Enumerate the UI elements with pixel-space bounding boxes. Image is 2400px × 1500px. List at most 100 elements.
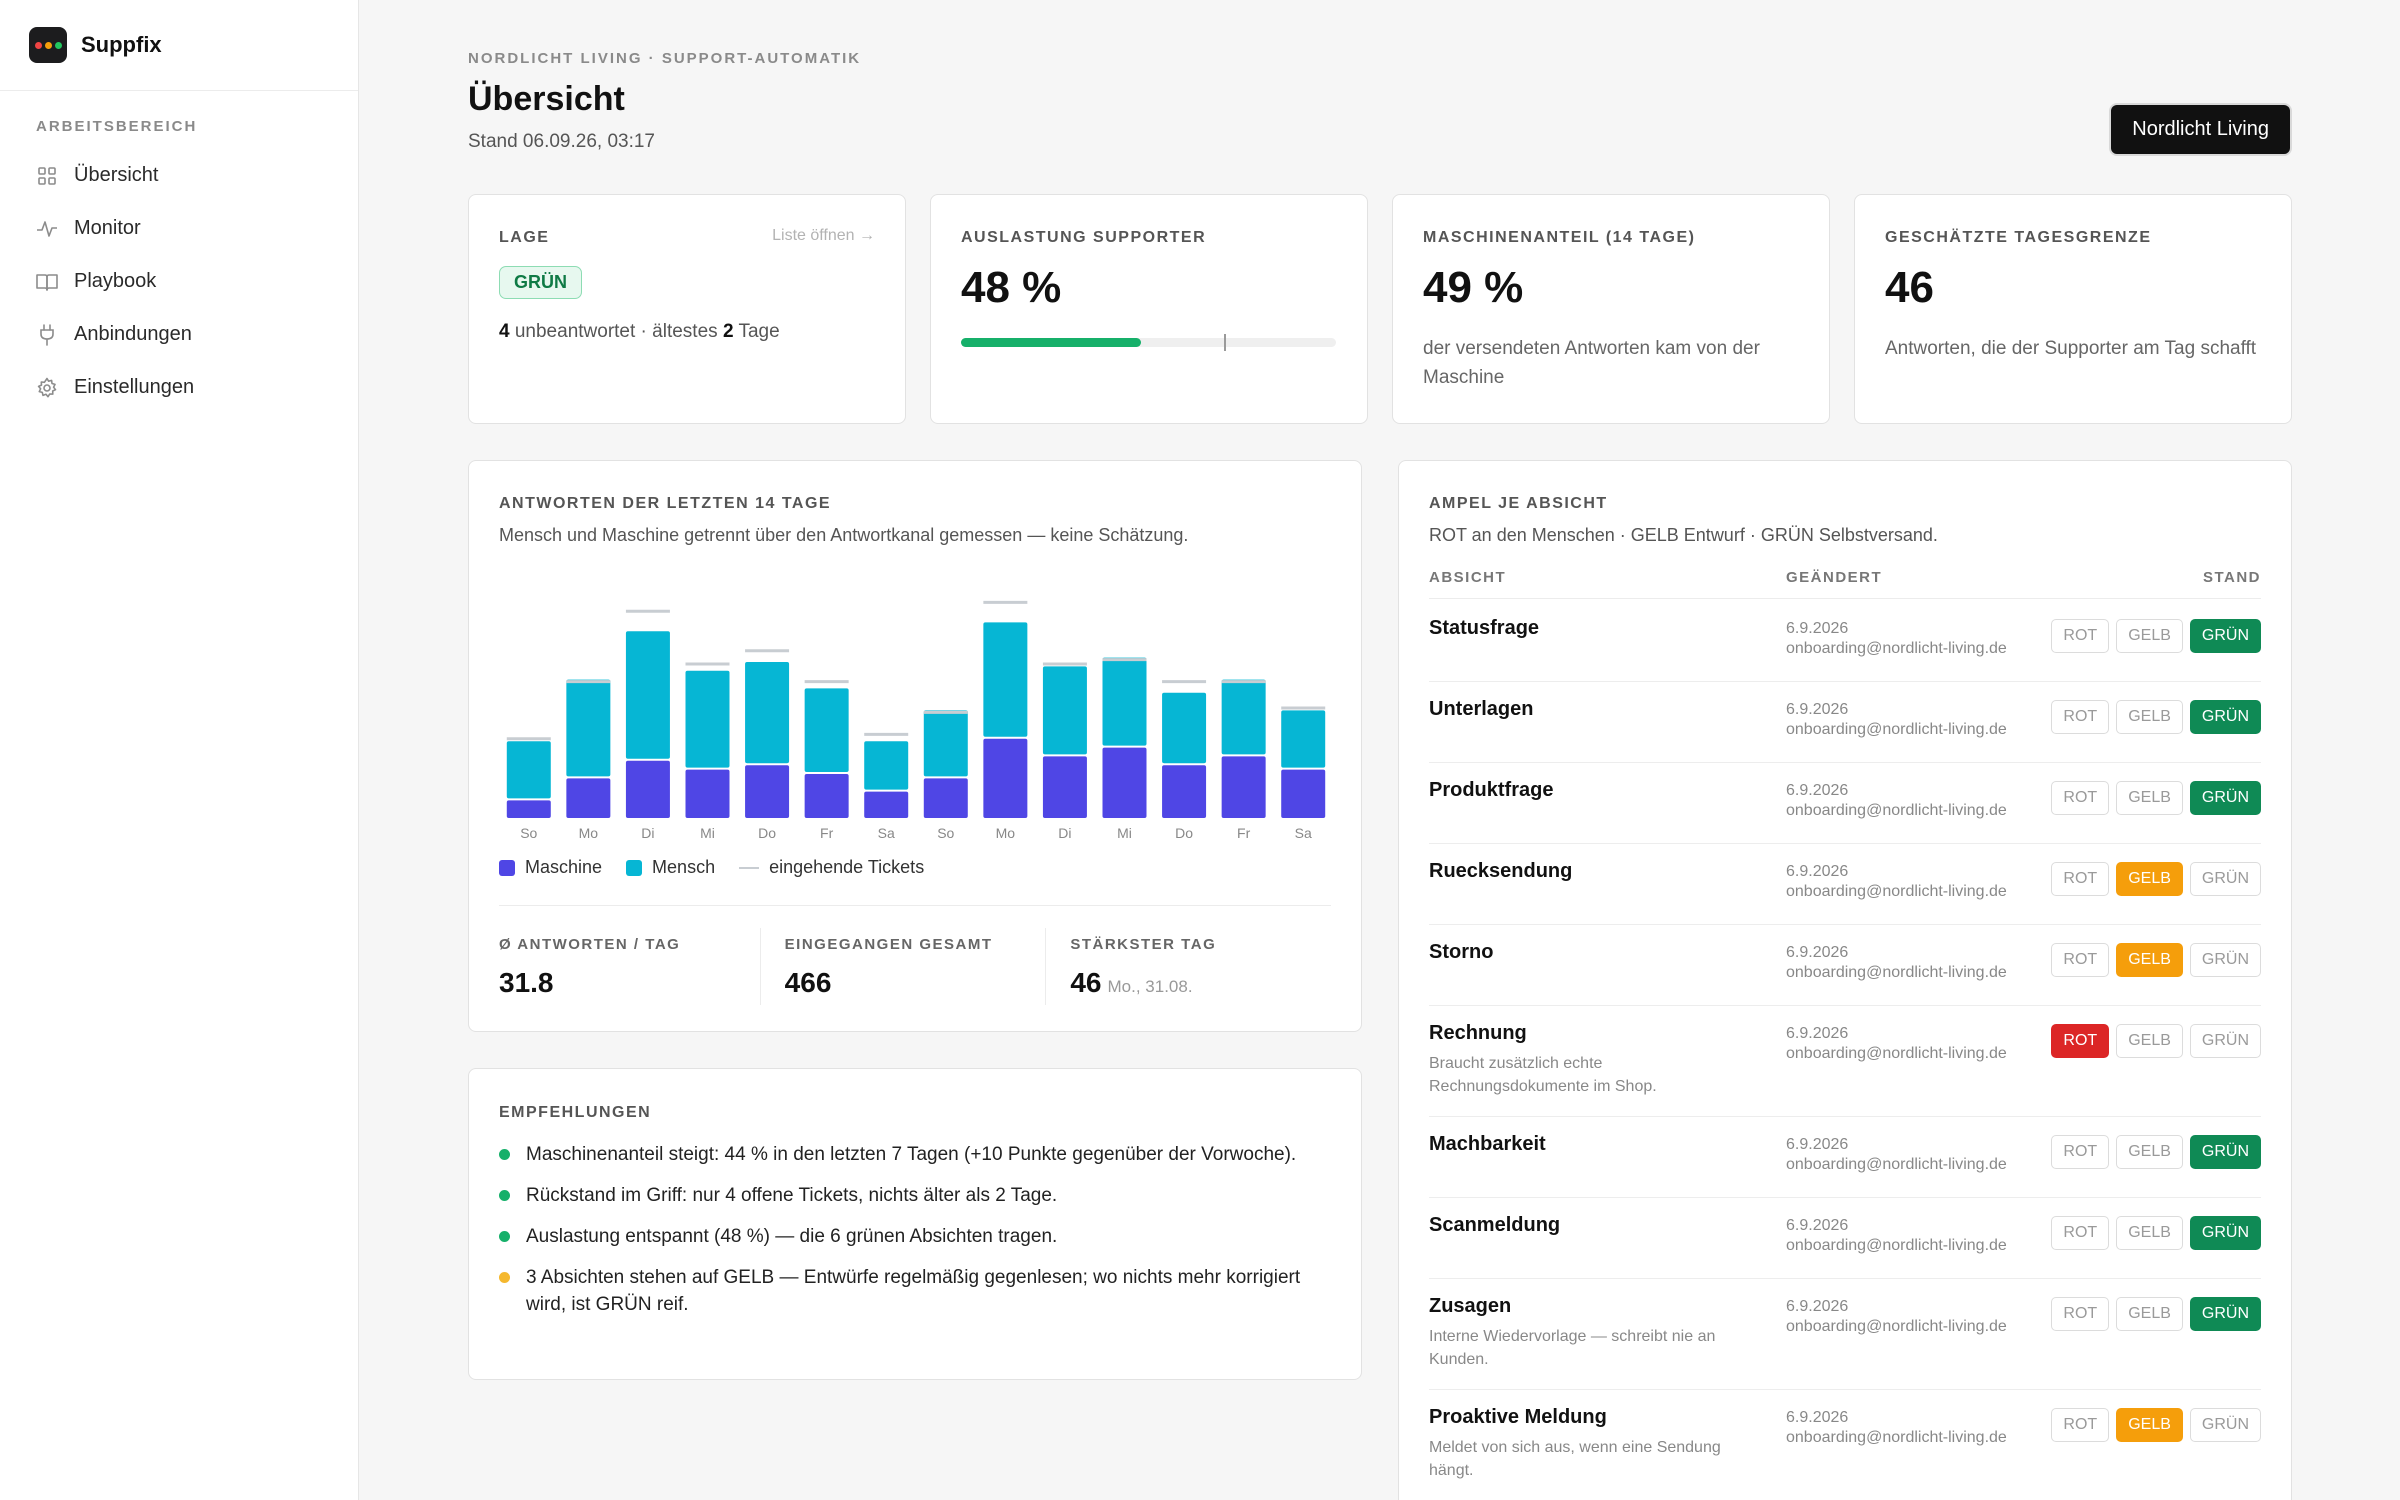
bar-machine (983, 738, 1028, 818)
changed-by: onboarding@nordlicht-living.de (1786, 640, 2007, 657)
table-row: Scanmeldung 6.9.2026 onboarding@nordlicht-… (1429, 1198, 2261, 1279)
sidebar-item-uebersicht[interactable]: Übersicht (0, 149, 358, 202)
bar-machine (804, 774, 849, 818)
state-button-rot[interactable]: ROT (2051, 1024, 2110, 1058)
table-row: Zusagen Interne Wiedervorlage — schreibt … (1429, 1279, 2261, 1390)
legend-item-incoming: eingehende Tickets (739, 857, 924, 878)
sidebar-item-playbook[interactable]: Playbook (0, 255, 358, 308)
changed-date: 6.9.2026 (1786, 782, 1849, 799)
intent-name: Proaktive Meldung (1429, 1406, 1607, 1428)
status-dot (499, 1190, 510, 1201)
x-tick-label: Mo (579, 825, 599, 841)
days-text: Tage (738, 321, 780, 342)
bar-machine (506, 800, 551, 818)
changed-by: onboarding@nordlicht-living.de (1786, 1429, 2007, 1446)
changed-date: 6.9.2026 (1786, 863, 1849, 880)
timestamp: Stand 06.09.26, 03:17 (468, 131, 655, 152)
legend-label: Maschine (525, 857, 603, 877)
intent-note: Braucht zusätzlich echte Rechnungsdokume… (1429, 1055, 1657, 1095)
sidebar-item-einstellungen[interactable]: Einstellungen (0, 361, 358, 414)
bar-human (625, 631, 670, 759)
column-header-changed: GEÄNDERT (1786, 569, 1883, 586)
answers-chart-card: ANTWORTEN DER LETZTEN 14 TAGE Mensch und… (468, 460, 1362, 1032)
brand[interactable]: Suppfix (0, 0, 358, 91)
ampel-subtitle: ROT an den Menschen · GELB Entwurf · GRÜ… (1429, 525, 1938, 545)
state-button-rot[interactable]: ROT (2051, 1408, 2110, 1442)
status-dot (499, 1149, 510, 1160)
list-item: 3 Absichten stehen auf GELB — Entwürfe r… (499, 1264, 1301, 1318)
bar-human (1281, 710, 1326, 768)
state-toggle: ROT GELB GRÜN (2051, 1408, 2261, 1442)
intent-name: Storno (1429, 941, 1494, 963)
kpi-card-maschinenanteil: MASCHINENANTEIL (14 TAGE) 49 % der verse… (1392, 194, 1830, 424)
state-button-gelb[interactable]: GELB (2116, 1216, 2183, 1250)
sidebar: Suppfix ARBEITSBEREICH Übersicht Monitor… (0, 0, 359, 1500)
changed-date: 6.9.2026 (1786, 701, 1849, 718)
table-row: Storno 6.9.2026 onboarding@nordlicht-livin… (1429, 925, 2261, 1006)
state-button-gelb[interactable]: GELB (2116, 1408, 2183, 1442)
state-button-rot[interactable]: ROT (2051, 700, 2110, 734)
state-button-gelb[interactable]: GELB (2116, 1135, 2183, 1169)
state-button-rot[interactable]: ROT (2051, 619, 2110, 653)
sidebar-item-anbindungen[interactable]: Anbindungen (0, 308, 358, 361)
state-button-gruen[interactable]: GRÜN (2189, 700, 2261, 734)
state-button-gelb[interactable]: GELB (2116, 943, 2183, 977)
kpi-value: 46 (1885, 263, 1934, 312)
changed-by: onboarding@nordlicht-living.de (1786, 721, 2007, 738)
state-button-gelb[interactable]: GELB (2116, 700, 2183, 734)
state-button-gruen[interactable]: GRÜN (2189, 862, 2261, 896)
kpi-description: Antworten, die der Supporter am Tag scha… (1885, 338, 2257, 359)
company-button[interactable]: Nordlicht Living (2111, 105, 2290, 154)
state-button-rot[interactable]: ROT (2051, 1216, 2110, 1250)
state-button-rot[interactable]: ROT (2051, 1135, 2110, 1169)
x-tick-label: Di (641, 825, 654, 841)
state-button-rot[interactable]: ROT (2051, 781, 2110, 815)
unanswered-summary: 4 unbeantwortet · ältestes 2 Tage (499, 321, 780, 343)
list-item: Maschinenanteil steigt: 44 % in den letz… (499, 1141, 1301, 1168)
recommendation-text: 3 Absichten stehen auf GELB — Entwürfe r… (526, 1267, 1301, 1315)
sidebar-item-monitor[interactable]: Monitor (0, 202, 358, 255)
x-tick-label: Mi (1117, 825, 1132, 841)
bar-human (566, 679, 611, 777)
state-button-rot[interactable]: ROT (2051, 1297, 2110, 1331)
changed-by: onboarding@nordlicht-living.de (1786, 1318, 2007, 1335)
stat-sub: Mo., 31.08. (1107, 977, 1193, 996)
intent-name: Scanmeldung (1429, 1214, 1561, 1236)
state-button-gruen[interactable]: GRÜN (2189, 619, 2261, 653)
state-button-gelb[interactable]: GELB (2116, 1024, 2183, 1058)
kpi-value: 48 % (961, 263, 1062, 312)
changed-by: onboarding@nordlicht-living.de (1786, 802, 2007, 819)
state-button-rot[interactable]: ROT (2051, 943, 2110, 977)
state-button-gruen[interactable]: GRÜN (2189, 1408, 2261, 1442)
state-toggle: ROT GELB GRÜN (2051, 781, 2261, 815)
state-toggle: ROT GELB GRÜN (2051, 700, 2261, 734)
oldest-days: 2 (722, 321, 734, 342)
state-button-gruen[interactable]: GRÜN (2189, 943, 2261, 977)
state-toggle: ROT GELB GRÜN (2051, 1024, 2261, 1058)
state-button-gelb[interactable]: GELB (2116, 781, 2183, 815)
changed-by: onboarding@nordlicht-living.de (1786, 1237, 2007, 1254)
changed-by: onboarding@nordlicht-living.de (1786, 964, 2007, 981)
open-list-link[interactable]: Liste öffnen → (772, 227, 875, 244)
kpi-description: der versendeten Antworten kam von der Ma… (1423, 338, 1760, 388)
stat-total: EINGEGANGEN GESAMT 466 (759, 928, 1046, 1005)
state-button-gelb[interactable]: GELB (2116, 1297, 2183, 1331)
state-button-gruen[interactable]: GRÜN (2189, 1135, 2261, 1169)
intent-name: Statusfrage (1429, 617, 1540, 639)
state-button-rot[interactable]: ROT (2051, 862, 2110, 896)
intent-note: Meldet von sich aus, wenn eine Sendung h… (1429, 1439, 1721, 1479)
bar-machine (1102, 747, 1147, 818)
status-dot (499, 1272, 510, 1283)
state-button-gelb[interactable]: GELB (2116, 619, 2183, 653)
state-button-gruen[interactable]: GRÜN (2189, 1216, 2261, 1250)
state-button-gruen[interactable]: GRÜN (2189, 781, 2261, 815)
x-tick-label: Mi (700, 825, 715, 841)
x-tick-label: So (937, 825, 954, 841)
state-button-gruen[interactable]: GRÜN (2189, 1297, 2261, 1331)
state-button-gruen[interactable]: GRÜN (2189, 1024, 2261, 1058)
grid-icon (36, 165, 58, 187)
state-button-gelb[interactable]: GELB (2116, 862, 2183, 896)
bar-machine (745, 765, 790, 818)
bar-machine (625, 760, 670, 818)
kpi-card-lage: LAGE Liste öffnen → GRÜN 4 unbeantwortet… (468, 194, 906, 424)
